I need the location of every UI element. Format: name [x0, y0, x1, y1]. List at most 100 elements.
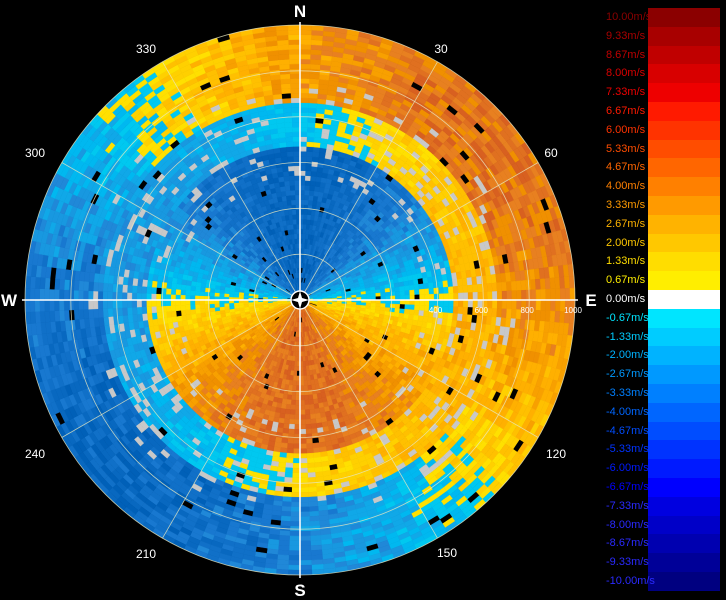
- velocity-cell: [308, 92, 319, 99]
- velocity-cell: [306, 462, 315, 469]
- velocity-cell: [399, 308, 405, 314]
- velocity-cell: [306, 131, 315, 138]
- velocity-cell: [394, 286, 401, 292]
- velocity-cell: [423, 288, 430, 295]
- velocity-cell: [414, 289, 420, 296]
- velocity-cell: [293, 448, 301, 454]
- velocity-cell: [306, 448, 314, 454]
- velocity-cell: [293, 443, 301, 449]
- velocity-cell: [310, 418, 317, 425]
- velocity-cell: [303, 394, 309, 401]
- velocity-cell: [288, 559, 301, 566]
- velocity-cell: [310, 58, 322, 65]
- velocity-cell: [294, 409, 301, 416]
- velocity-cell: [281, 506, 292, 512]
- velocity-cell: [299, 472, 308, 479]
- velocity-cell: [438, 287, 445, 295]
- velocity-cell: [472, 284, 478, 293]
- velocity-cell: [501, 299, 508, 310]
- velocity-cell: [299, 39, 312, 45]
- velocity-cell: [511, 290, 517, 301]
- velocity-cell: [299, 160, 307, 167]
- velocity-cell: [310, 423, 318, 430]
- velocity-cell: [308, 491, 318, 498]
- velocity-cell: [299, 92, 310, 99]
- velocity-cell: [299, 443, 307, 449]
- velocity-cell: [403, 280, 410, 287]
- velocity-cell: [409, 289, 415, 296]
- velocity-cell: [306, 452, 315, 459]
- velocity-cell: [309, 530, 321, 537]
- velocity-cell: [453, 292, 459, 301]
- velocity-cell: [292, 472, 301, 479]
- velocity-cell: [443, 293, 449, 301]
- velocity-cell: [299, 73, 311, 79]
- velocity-cell: [299, 78, 310, 84]
- velocity-cell: [303, 199, 309, 206]
- velocity-cell: [311, 161, 319, 168]
- velocity-cell: [384, 287, 391, 293]
- velocity-cell: [496, 308, 503, 318]
- velocity-cell: [306, 457, 315, 464]
- velocity-cell: [308, 88, 319, 94]
- velocity-cell: [299, 506, 310, 513]
- velocity-cell: [299, 97, 310, 104]
- velocity-cell: [299, 155, 307, 162]
- velocity-cell: [294, 424, 301, 430]
- velocity-cell: [487, 299, 493, 309]
- velocity-cell: [414, 304, 420, 311]
- velocity-cell: [299, 540, 311, 547]
- velocity-cell: [303, 385, 309, 391]
- velocity-cell: [394, 303, 401, 309]
- velocity-cell: [292, 462, 301, 469]
- velocity-cell: [310, 170, 318, 177]
- velocity-cell: [510, 280, 517, 291]
- velocity-cell: [302, 365, 307, 372]
- velocity-cell: [305, 418, 312, 425]
- velocity-cell: [299, 141, 308, 147]
- velocity-cell: [304, 399, 310, 406]
- velocity-cell: [305, 165, 312, 172]
- velocity-cell: [299, 429, 307, 435]
- velocity-cell: [351, 294, 357, 298]
- velocity-cell: [393, 282, 400, 288]
- velocity-cell: [569, 287, 575, 301]
- velocity-cell: [287, 569, 301, 575]
- velocity-cell: [299, 438, 307, 445]
- velocity-cell: [310, 539, 322, 546]
- velocity-cell: [288, 555, 301, 561]
- velocity-cell: [292, 375, 297, 381]
- velocity-cell: [555, 299, 561, 312]
- velocity-cell: [287, 438, 295, 445]
- velocity-cell: [289, 414, 296, 420]
- velocity-cell: [303, 209, 309, 215]
- velocity-cell: [530, 279, 537, 291]
- velocity-cell: [299, 175, 306, 181]
- velocity-cell: [308, 399, 314, 405]
- velocity-cell: [307, 107, 317, 114]
- velocity-cell: [310, 175, 317, 182]
- velocity-cell: [291, 394, 297, 401]
- velocity-cell: [289, 535, 301, 542]
- velocity-cell: [299, 477, 309, 483]
- velocity-cell: [516, 290, 522, 301]
- velocity-cell: [398, 281, 405, 288]
- velocity-cell: [448, 299, 454, 307]
- velocity-cell: [496, 290, 503, 301]
- velocity-cell: [280, 515, 291, 522]
- velocity-cell: [418, 288, 425, 295]
- velocity-cell: [385, 303, 391, 309]
- velocity-cell: [279, 530, 291, 537]
- velocity-cell: [307, 477, 317, 483]
- velocity-cell: [283, 486, 293, 493]
- velocity-cell: [501, 308, 508, 319]
- velocity-cell: [549, 277, 556, 290]
- velocity-cell: [492, 299, 498, 309]
- velocity-cell: [309, 83, 320, 90]
- velocity-cell: [290, 496, 301, 503]
- velocity-cell: [442, 280, 449, 288]
- velocity-cell: [308, 102, 318, 109]
- velocity-cell: [432, 281, 439, 289]
- velocity-cell: [305, 160, 313, 167]
- velocity-field: [25, 25, 575, 575]
